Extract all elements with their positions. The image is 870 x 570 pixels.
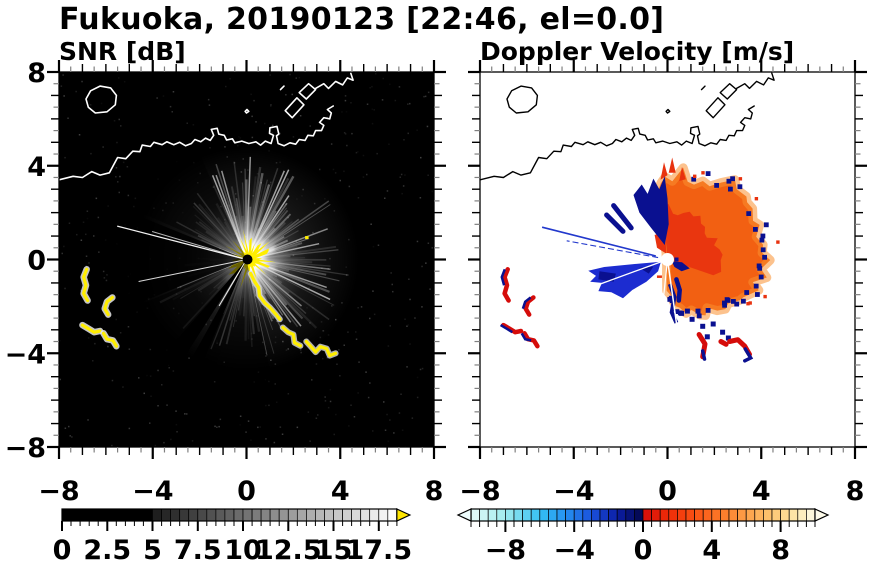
velocity-radar-dot xyxy=(661,253,674,266)
coastline xyxy=(244,108,250,114)
snr-colorbar-over-arrow xyxy=(396,508,412,522)
velocity-red-spike xyxy=(660,162,668,180)
y-axis-label: 8 xyxy=(27,58,46,89)
figure-title: Fukuoka, 20190123 [22:46, el=0.0] xyxy=(59,2,664,37)
coastline xyxy=(480,105,755,181)
coastline xyxy=(719,82,738,100)
x-axis-label: 0 xyxy=(237,476,256,507)
x-axis-label: 8 xyxy=(846,476,865,507)
snr-thin-ray xyxy=(138,259,247,282)
coastline xyxy=(279,85,285,91)
velocity-thin-blue-ray xyxy=(541,226,656,257)
coastline xyxy=(284,97,305,119)
velocity-panel-label: Doppler Velocity [m/s] xyxy=(480,37,794,66)
coastline xyxy=(700,85,706,91)
velocity-colorbar-label: −4 xyxy=(553,535,594,566)
velocity-coastline xyxy=(480,72,775,181)
y-axis-label: −8 xyxy=(5,433,46,464)
snr-colorbar-label: 7.5 xyxy=(174,535,222,566)
velocity-toward-north-patch xyxy=(633,176,669,245)
velocity-colorbar: −8 −4 0 4 8 xyxy=(456,508,830,566)
velocity-red-spike xyxy=(668,157,676,173)
axes: −8 −4 0 4 8 −8 −4 0 4 8 8 4 0 −4 −8 xyxy=(5,58,867,507)
snr-strong-echoes xyxy=(79,266,339,359)
velocity-colorbar-label: 4 xyxy=(702,535,721,566)
y-axis-label: −4 xyxy=(5,339,46,370)
x-axis-label: −8 xyxy=(38,476,79,507)
velocity-toward-trail xyxy=(674,277,682,303)
x-axis-label: 4 xyxy=(331,476,350,507)
coastline xyxy=(506,85,539,114)
y-axis-label: 0 xyxy=(27,246,46,277)
coastline xyxy=(314,72,354,90)
y-axis-label: 4 xyxy=(27,152,46,183)
x-axis-label: 0 xyxy=(658,476,677,507)
velocity-clutter-arc xyxy=(501,322,524,335)
snr-isolated-speck xyxy=(305,236,309,240)
velocity-colorbar-label: 8 xyxy=(771,535,790,566)
snr-panel xyxy=(59,72,434,447)
snr-colorbar-label: 12.5 xyxy=(255,535,322,566)
snr-thin-ray xyxy=(218,259,247,307)
x-axis-label: −4 xyxy=(132,476,173,507)
velocity-panel xyxy=(480,72,855,447)
snr-echo-trail xyxy=(281,325,302,348)
velocity-colorbar-over-arrow xyxy=(814,508,830,522)
velocity-away-inner-fan xyxy=(662,204,723,276)
coastline xyxy=(665,108,671,114)
coastline xyxy=(298,82,317,100)
snr-thin-ray xyxy=(151,231,247,260)
snr-clutter-arc xyxy=(101,331,119,348)
snr-colorbar-label: 0 xyxy=(53,535,72,566)
coastline xyxy=(735,72,775,90)
velocity-red-spike xyxy=(679,166,686,181)
velocity-colorbar-label: 0 xyxy=(634,535,653,566)
snr-radar-dot xyxy=(242,254,253,265)
x-axis-label: 4 xyxy=(752,476,771,507)
x-axis-label: 8 xyxy=(425,476,444,507)
coastline xyxy=(705,97,726,119)
snr-clutter-arc xyxy=(103,295,115,317)
velocity-colorbar-under-arrow xyxy=(456,508,472,522)
snr-panel-label: SNR [dB] xyxy=(59,37,186,66)
snr-clutter-arc xyxy=(80,323,102,334)
snr-colorbar-label: 17.5 xyxy=(345,535,412,566)
velocity-thin-blue-ray xyxy=(566,240,659,259)
snr-colorbar-label: 5 xyxy=(143,535,162,566)
snr-colorbar-label: 2.5 xyxy=(83,535,131,566)
snr-echo-trail xyxy=(304,339,338,358)
snr-echo-trail xyxy=(249,272,282,321)
velocity-clutter-arc xyxy=(523,295,536,317)
coastline xyxy=(59,105,335,181)
x-axis-label: −8 xyxy=(459,476,500,507)
velocity-clutter-arc xyxy=(502,267,511,303)
velocity-toward-west-wedge xyxy=(588,261,661,299)
snr-coastline xyxy=(59,72,354,181)
snr-colorbar-label: 15 xyxy=(315,535,353,566)
snr-clutter-arc xyxy=(81,267,90,303)
snr-colorbar-label: 10 xyxy=(224,535,262,566)
velocity-bottom-echo xyxy=(718,339,729,347)
x-axis-label: −4 xyxy=(553,476,594,507)
velocity-colorbar-label: −8 xyxy=(485,535,526,566)
snr-thin-ray xyxy=(117,225,247,261)
coastline xyxy=(85,85,118,114)
